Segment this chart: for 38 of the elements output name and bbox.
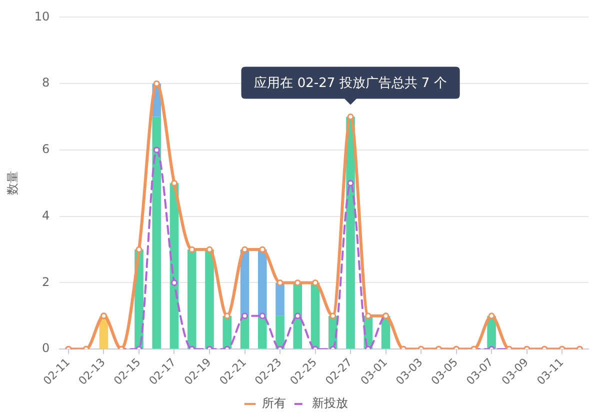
point	[242, 312, 248, 320]
y-tick-label: 2	[42, 274, 50, 289]
bar	[152, 116, 162, 349]
point	[188, 246, 196, 253]
point	[276, 279, 284, 286]
point	[364, 312, 372, 320]
point	[294, 279, 301, 286]
point	[259, 312, 266, 320]
point	[347, 114, 354, 120]
bar	[258, 316, 267, 349]
y-tick-label: 4	[42, 208, 50, 222]
bar	[205, 250, 214, 349]
legend-label: 新投放	[312, 396, 348, 410]
annotation: 应用在 02-27 投放广告总共 7 个	[254, 75, 447, 92]
point	[259, 246, 266, 253]
bar	[276, 316, 284, 349]
point	[312, 279, 319, 286]
point	[153, 80, 160, 87]
legend-label: 所有	[262, 396, 286, 410]
point	[488, 312, 495, 320]
point	[330, 312, 336, 320]
y-axis-title: 数量	[5, 171, 20, 196]
y-tick-label: 6	[42, 142, 50, 156]
y-tick-label: 8	[42, 76, 50, 90]
point	[171, 279, 178, 286]
y-tick-label: 0	[42, 341, 50, 356]
point	[224, 312, 230, 320]
y-tick-label: 10	[34, 9, 50, 24]
point	[171, 180, 178, 186]
point	[206, 246, 213, 253]
point	[294, 312, 301, 320]
bar	[258, 250, 267, 316]
bar	[187, 250, 196, 349]
point	[242, 246, 248, 253]
point	[153, 146, 160, 154]
point	[136, 246, 142, 253]
point	[347, 180, 354, 186]
bar	[276, 282, 284, 316]
